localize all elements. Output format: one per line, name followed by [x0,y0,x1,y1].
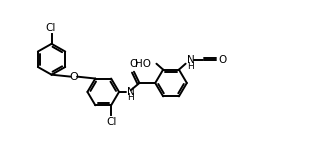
Text: HO: HO [135,59,151,69]
Text: H: H [127,93,134,102]
Text: N: N [127,87,135,97]
Text: Cl: Cl [46,23,56,33]
Text: O: O [69,72,78,82]
Text: O: O [218,55,226,65]
Text: H: H [187,62,194,71]
Text: N: N [187,55,194,65]
Text: Cl: Cl [106,117,116,127]
Text: O: O [129,59,137,69]
